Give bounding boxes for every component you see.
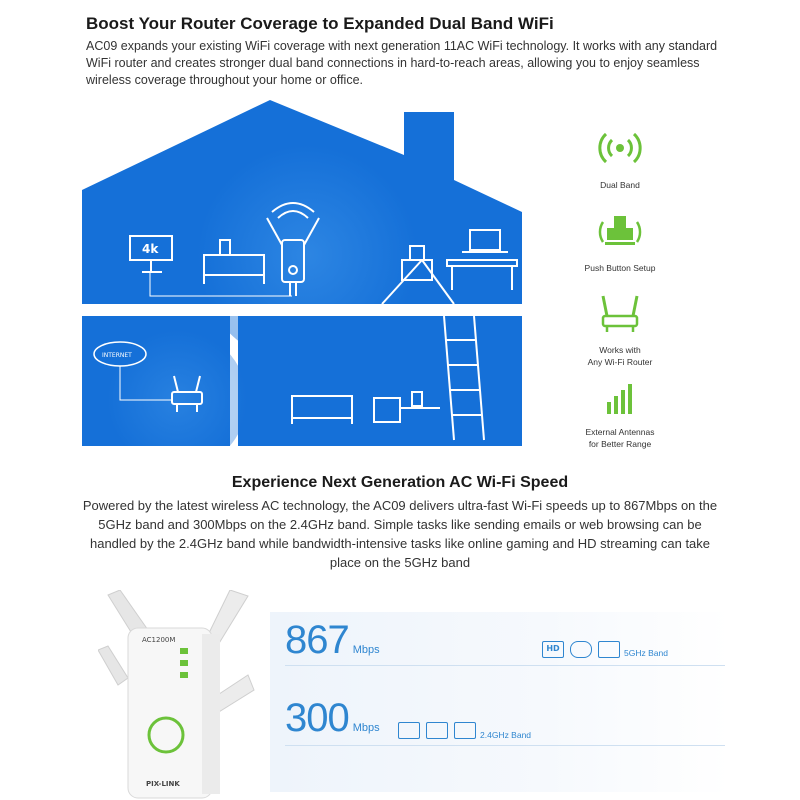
band-label-24ghz: 2.4GHz Band xyxy=(480,730,532,740)
router-icon xyxy=(601,295,639,332)
speed-value: 300 xyxy=(285,696,350,740)
video-icon xyxy=(454,722,476,739)
push-button-icon xyxy=(598,216,642,245)
extender-device-image: AC1200M PIX-LINK xyxy=(98,590,255,799)
device-model-label: AC1200M xyxy=(142,636,175,644)
house-illustration: 4k xyxy=(82,100,522,446)
feature-any-router: Works with Any Wi-Fi Router xyxy=(560,290,680,368)
internet-label: INTERNET xyxy=(102,352,132,359)
antenna-bars-icon xyxy=(607,384,632,414)
stove-icon xyxy=(373,391,440,423)
mail-icon xyxy=(398,722,420,739)
tv-icon xyxy=(129,235,173,273)
band-label-5ghz: 5GHz Band xyxy=(624,648,668,658)
image-icon xyxy=(426,722,448,739)
gamepad-icon xyxy=(598,641,620,658)
bed-icon xyxy=(203,239,265,284)
tv-4k-label: 4k xyxy=(142,242,159,256)
section-body-coverage: AC09 expands your existing WiFi coverage… xyxy=(86,39,718,87)
feature-label: Dual Band xyxy=(600,180,640,190)
speed-value: 867 xyxy=(285,618,350,662)
cloud-download-icon xyxy=(570,641,592,658)
speed-unit: Mbps xyxy=(352,644,380,656)
feature-label: Push Button Setup xyxy=(584,263,656,273)
stairs-icon xyxy=(381,259,485,441)
section-title-coverage: Boost Your Router Coverage to Expanded D… xyxy=(86,14,554,33)
signal-icon xyxy=(598,132,642,164)
chair-icon xyxy=(401,245,433,281)
speed-unit: Mbps xyxy=(352,722,380,734)
section-body-speed: Powered by the latest wireless AC techno… xyxy=(82,498,718,570)
sofa-icon xyxy=(291,395,353,424)
extender-icon xyxy=(266,202,320,296)
speed-row-5ghz: 867 Mbps xyxy=(285,618,380,663)
hd-icon: HD xyxy=(542,641,564,658)
laptop-icon xyxy=(446,229,518,290)
feature-label: Works with Any Wi-Fi Router xyxy=(587,345,653,367)
device-brand-label: PIX-LINK xyxy=(146,780,180,788)
section-title-speed: Experience Next Generation AC Wi-Fi Spee… xyxy=(231,474,569,491)
feature-antennas: External Antennas for Better Range xyxy=(560,372,680,450)
speed-row-24ghz: 300 Mbps xyxy=(285,696,380,741)
speed-divider xyxy=(285,665,725,666)
router-illustration-icon xyxy=(171,375,203,412)
speed-divider xyxy=(285,745,725,746)
speed-panel xyxy=(270,612,730,792)
feature-dual-band: Dual Band xyxy=(560,125,680,191)
feature-label: External Antennas for Better Range xyxy=(585,427,655,449)
feature-push-button: Push Button Setup xyxy=(560,208,680,274)
